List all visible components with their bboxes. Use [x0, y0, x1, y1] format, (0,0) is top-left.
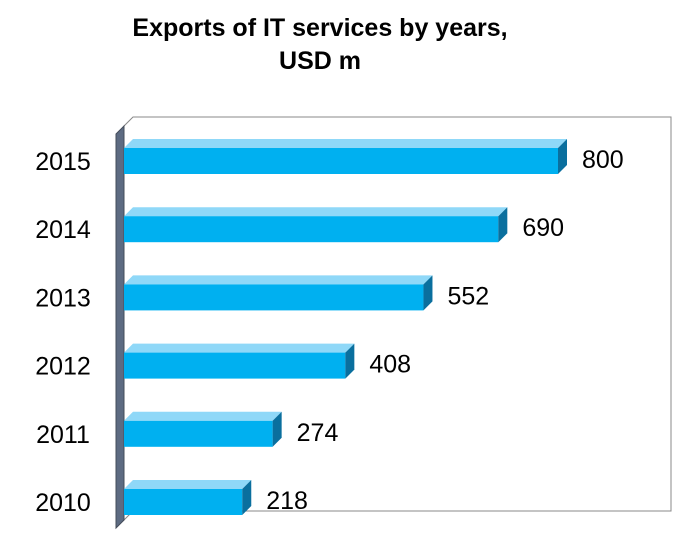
category-label-2012: 2012 — [35, 353, 91, 381]
plot-back-wall — [123, 116, 672, 522]
bar-2013 — [124, 275, 433, 311]
category-label-2014: 2014 — [35, 216, 91, 244]
category-label-2011: 2011 — [36, 421, 90, 449]
labels: 2010 218 2011 274 2012 408 2013 552 2014 690 2015 8… — [35, 146, 624, 517]
bar-2011 — [124, 411, 282, 447]
value-label-2014: 690 — [522, 214, 564, 242]
plot-left-wall — [115, 124, 125, 530]
chart-title: Exports of IT services by years, — [132, 14, 508, 42]
bar-side-face — [558, 139, 567, 174]
bar-top-face — [124, 480, 252, 489]
bar-2015 — [124, 139, 567, 174]
bar-2012 — [124, 343, 355, 379]
value-label-2011: 274 — [297, 419, 339, 447]
bar-top-face — [124, 139, 567, 148]
bar-side-face — [242, 480, 252, 515]
bar-side-face — [498, 207, 508, 243]
bar-top-face — [124, 275, 433, 285]
value-label-2015: 800 — [582, 146, 624, 174]
bar-front-face — [124, 352, 346, 379]
bar-front-face — [124, 489, 243, 515]
bar-2014 — [124, 207, 508, 243]
value-label-2012: 408 — [369, 351, 411, 379]
bar-front-face — [124, 420, 273, 447]
bar-front-face — [124, 148, 558, 174]
category-label-2015: 2015 — [35, 148, 91, 176]
bar-front-face — [124, 216, 499, 243]
category-label-2013: 2013 — [35, 284, 91, 312]
bar-front-face — [124, 284, 424, 311]
bar-top-face — [124, 207, 508, 217]
chart-subtitle: USD m — [279, 47, 361, 75]
value-label-2010: 218 — [266, 487, 308, 515]
chart-frame — [115, 116, 672, 530]
bar-top-face — [124, 343, 355, 353]
bar-top-face — [124, 411, 282, 421]
bar-side-face — [272, 411, 282, 447]
bar-series — [124, 139, 567, 515]
bar-2010 — [124, 480, 252, 515]
bar-side-face — [345, 343, 355, 379]
category-label-2010: 2010 — [35, 489, 91, 517]
value-label-2013: 552 — [447, 282, 489, 310]
bar-side-face — [423, 275, 433, 311]
chart-title-block: Exports of IT services by years, USD m — [0, 8, 677, 78]
